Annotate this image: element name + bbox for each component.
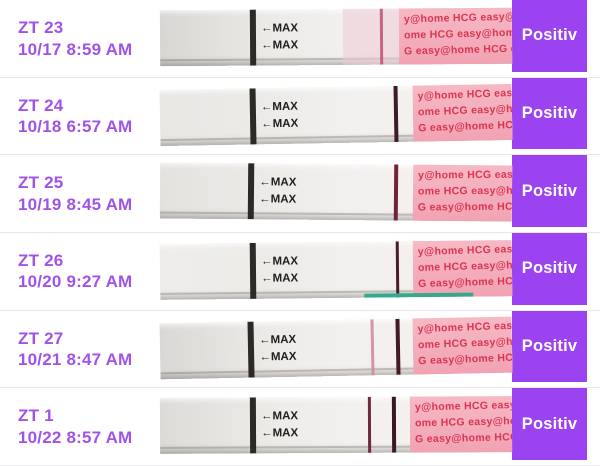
test-log-row: ZT 25 10/19 8:45 AM ←MAX ←MAX y@home HCG… — [0, 155, 600, 233]
row-label-block: ZT 25 10/19 8:45 AM — [0, 155, 160, 215]
test-strip-photo-col: ←MAX ←MAX y@home HCG easy@home HCG ome H… — [159, 0, 513, 78]
strip-max-text: ←MAX ←MAX — [259, 331, 297, 366]
test-strip-photo[interactable]: ←MAX ←MAX y@home HCG easy@home HCG ome H… — [159, 7, 513, 67]
strip-pink-tint — [342, 8, 400, 65]
row-label-block: ZT 1 10/22 8:57 AM — [0, 388, 160, 448]
test-log-row: ZT 1 10/22 8:57 AM ←MAX ←MAX y@home HCG … — [0, 388, 600, 466]
strip-wrapper: y@home HCG easy@home HCG ome HCG easy@ho… — [399, 7, 513, 67]
cycle-day-label: ZT 1 — [18, 406, 54, 426]
strip-max-text: ←MAX ←MAX — [261, 98, 299, 133]
result-button[interactable]: Positiv — [512, 388, 587, 460]
test-log-row: ZT 23 10/17 8:59 AM ←MAX ←MAX y@home HCG… — [0, 0, 600, 78]
max-arrow-label: ←MAX — [260, 410, 299, 423]
strip-test-line — [392, 396, 397, 453]
strip-wrapper: y@home HCG easy@home HCG ome HCG easy@ho… — [413, 162, 513, 222]
test-log-row: ZT 24 10/18 6:57 AM ←MAX ←MAX y@home HCG… — [0, 77, 600, 156]
row-label-block: ZT 23 10/17 8:59 AM — [0, 0, 160, 60]
max-arrow-label: ←MAX — [260, 100, 299, 113]
strip-max-text: ←MAX ←MAX — [261, 408, 298, 442]
row-label-block: ZT 26 10/20 9:27 AM — [0, 233, 160, 293]
row-label-block: ZT 24 10/18 6:57 AM — [0, 78, 160, 138]
strip-wrapper: y@home HCG easy@home HCG ome HCG easy@ho… — [412, 83, 513, 144]
brand-print-line: ome HCG easy@home HCG — [418, 184, 513, 198]
timestamp-label: 10/22 8:57 AM — [18, 427, 133, 447]
brand-print-line: G easy@home HCG easy@ — [418, 350, 513, 367]
max-arrow-label: ←MAX — [261, 272, 299, 285]
max-arrow-label: ←MAX — [259, 350, 297, 364]
test-strip-photo[interactable]: ←MAX ←MAX y@home HCG easy@home HCG ome H… — [159, 396, 513, 455]
result-button[interactable]: Positiv — [512, 0, 587, 72]
test-strip-photo-col: ←MAX ←MAX y@home HCG easy@home HCG ome H… — [159, 233, 513, 311]
result-button[interactable]: Positiv — [512, 310, 587, 383]
strip-max-marker — [247, 163, 255, 220]
max-arrow-label: ←MAX — [259, 176, 297, 189]
strip-max-marker — [249, 9, 256, 66]
timestamp-label: 10/18 6:57 AM — [18, 117, 133, 137]
cycle-day-label: ZT 24 — [18, 95, 64, 115]
strip-wrapper: y@home HCG easy@home HCG ome HCG easy@ho… — [412, 316, 513, 377]
cycle-day-label: ZT 23 — [18, 18, 64, 37]
result-button[interactable]: Positiv — [512, 77, 587, 150]
brand-print-line: G easy@home HCG easy@ — [418, 200, 513, 214]
strip-max-text: ←MAX ←MAX — [259, 175, 296, 209]
brand-print-line: G easy@home HCG easy@ — [404, 42, 512, 58]
strip-max-text: ←MAX ←MAX — [261, 20, 298, 54]
cycle-day-label: ZT 25 — [18, 173, 64, 193]
strip-max-marker — [249, 397, 256, 454]
max-arrow-label: ←MAX — [260, 22, 299, 35]
max-arrow-label: ←MAX — [261, 427, 299, 440]
cycle-day-label: ZT 27 — [18, 328, 64, 348]
timestamp-label: 10/17 8:59 AM — [18, 39, 133, 59]
max-arrow-label: ←MAX — [259, 193, 297, 206]
strip-max-text: ←MAX ←MAX — [261, 253, 298, 287]
result-button[interactable]: Positiv — [512, 155, 587, 227]
test-strip-photo-col: ←MAX ←MAX y@home HCG easy@home HCG ome H… — [159, 388, 513, 466]
strip-wrapper: y@home HCG easy@home HCG ome HCG easy@ho… — [413, 240, 513, 300]
brand-print-line: y@home HCG easy@home HCG — [418, 168, 513, 182]
timestamp-label: 10/19 8:45 AM — [18, 194, 133, 214]
test-strip-photo-col: ←MAX ←MAX y@home HCG easy@home HCG ome H… — [159, 311, 513, 389]
strip-test-line — [395, 241, 400, 298]
test-strip-photo-col: ←MAX ←MAX y@home HCG easy@home HCG ome H… — [159, 155, 513, 233]
test-strip-photo-col: ←MAX ←MAX y@home HCG easy@home HCG ome H… — [159, 78, 513, 156]
test-log-row: ZT 27 10/21 8:47 AM ←MAX ←MAX y@home HCG… — [0, 310, 600, 389]
brand-print-line: G easy@home HCG easy@ — [418, 117, 513, 135]
max-arrow-label: ←MAX — [261, 39, 299, 52]
strip-test-line — [379, 8, 384, 65]
result-button[interactable]: Positiv — [512, 232, 587, 305]
brand-print-line: G easy@home HCG easy@ — [418, 274, 513, 290]
strip-max-marker — [247, 321, 255, 378]
strip-teal-accent — [364, 292, 474, 298]
test-strip-photo[interactable]: ←MAX ←MAX y@home HCG easy@home HCG ome H… — [159, 83, 513, 146]
cycle-day-label: ZT 26 — [18, 250, 64, 270]
test-strip-photo[interactable]: ←MAX ←MAX y@home HCG easy@home HCG ome H… — [159, 162, 513, 222]
max-arrow-label: ←MAX — [258, 333, 297, 347]
strip-test-line — [367, 397, 372, 454]
timestamp-label: 10/20 9:27 AM — [18, 272, 133, 292]
max-arrow-label: ←MAX — [260, 255, 299, 268]
timestamp-label: 10/21 8:47 AM — [18, 350, 133, 370]
strip-wrapper: y@home HCG easy@home HCG ome HCG easy@ho… — [409, 396, 513, 455]
max-arrow-label: ←MAX — [261, 117, 299, 130]
row-label-block: ZT 27 10/21 8:47 AM — [0, 311, 160, 371]
test-strip-photo[interactable]: ←MAX ←MAX y@home HCG easy@home HCG ome H… — [159, 316, 513, 379]
strip-max-marker — [249, 88, 257, 145]
brand-print-line: G easy@home HCG easy@ — [414, 431, 513, 446]
strip-max-marker — [249, 242, 257, 299]
test-strip-photo[interactable]: ←MAX ←MAX y@home HCG easy@home HCG ome H… — [159, 240, 513, 300]
strip-test-line — [393, 164, 398, 221]
test-log-row: ZT 26 10/20 9:27 AM ←MAX ←MAX y@home HCG… — [0, 232, 600, 311]
